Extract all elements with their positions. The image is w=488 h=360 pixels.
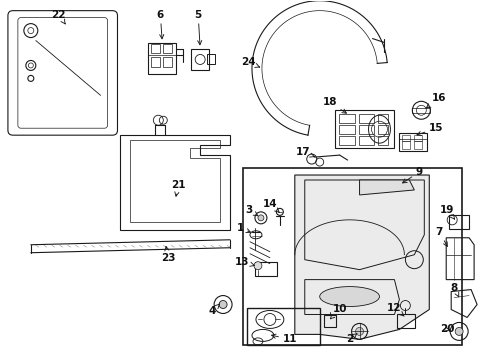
Text: 13: 13 <box>234 257 254 267</box>
Circle shape <box>253 262 262 270</box>
Bar <box>378 125 387 134</box>
Circle shape <box>219 301 226 309</box>
Bar <box>358 125 374 134</box>
Bar <box>413 135 422 141</box>
Circle shape <box>454 328 462 336</box>
Bar <box>151 44 160 54</box>
Text: 5: 5 <box>194 10 202 45</box>
Text: 9: 9 <box>402 167 422 183</box>
Bar <box>402 135 409 141</box>
Text: 22: 22 <box>51 10 66 24</box>
Bar <box>207 54 215 64</box>
Text: 24: 24 <box>240 58 259 67</box>
Text: 17: 17 <box>295 147 314 157</box>
Bar <box>163 58 172 67</box>
Text: 14: 14 <box>262 199 279 213</box>
Bar <box>413 141 422 149</box>
Bar <box>358 114 374 123</box>
Circle shape <box>258 215 264 221</box>
Text: 10: 10 <box>330 305 346 319</box>
Bar <box>148 42 176 75</box>
Bar <box>191 49 209 71</box>
Text: 23: 23 <box>161 247 175 263</box>
Bar <box>358 136 374 145</box>
Bar <box>163 44 172 54</box>
FancyBboxPatch shape <box>8 11 117 135</box>
Bar <box>399 133 427 151</box>
Text: 2: 2 <box>346 333 356 345</box>
Bar <box>448 215 468 229</box>
Text: 16: 16 <box>426 93 446 108</box>
Text: 3: 3 <box>245 205 257 216</box>
Bar <box>246 307 319 345</box>
Text: 4: 4 <box>208 304 219 316</box>
Bar <box>323 315 335 328</box>
Text: 1: 1 <box>236 223 250 233</box>
Text: 12: 12 <box>386 302 403 316</box>
Circle shape <box>355 328 363 336</box>
Ellipse shape <box>319 287 379 306</box>
Polygon shape <box>359 180 413 195</box>
Text: 21: 21 <box>171 180 185 196</box>
Bar <box>338 125 354 134</box>
Text: 20: 20 <box>439 324 453 334</box>
Text: 15: 15 <box>416 123 443 135</box>
Text: 7: 7 <box>435 227 447 246</box>
Text: 11: 11 <box>271 334 297 345</box>
Text: 8: 8 <box>449 283 458 297</box>
Bar <box>254 262 276 276</box>
Bar <box>338 114 354 123</box>
Polygon shape <box>294 175 428 339</box>
Bar <box>243 168 461 345</box>
Bar <box>397 315 414 328</box>
Text: 19: 19 <box>439 205 454 219</box>
Text: 6: 6 <box>156 10 163 39</box>
Bar <box>378 136 387 145</box>
Bar <box>151 58 160 67</box>
Text: 18: 18 <box>322 97 346 113</box>
Bar <box>334 110 394 148</box>
Bar <box>411 108 429 113</box>
Bar <box>402 141 409 149</box>
Bar <box>378 114 387 123</box>
Bar <box>338 136 354 145</box>
